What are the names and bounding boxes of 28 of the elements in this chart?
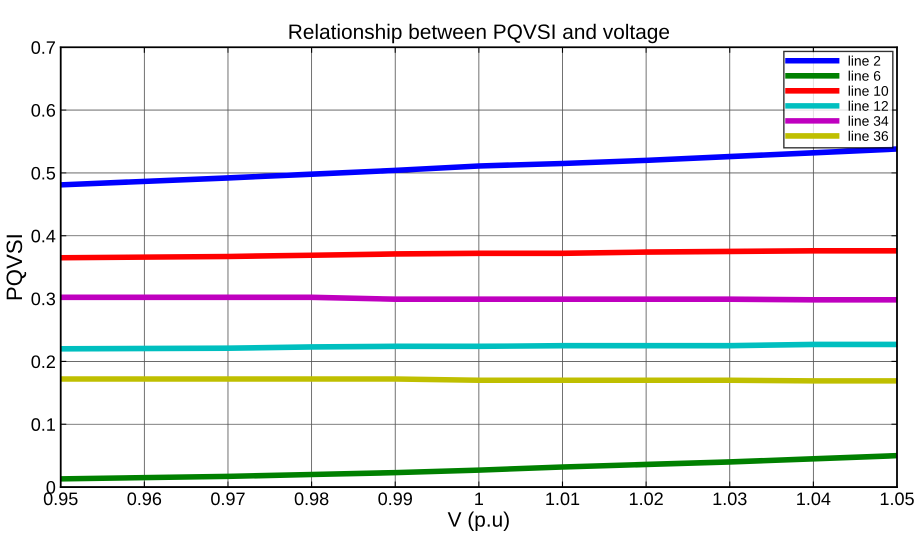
y-tick-label: 0.1 [31,418,55,431]
x-tick-label: 0.96 [127,492,162,506]
legend-label: line 6 [848,70,880,81]
legend-label: line 36 [848,130,888,141]
x-tick-label: 1.02 [630,492,663,506]
x-tick-label: 1 [475,492,483,506]
y-axis-title: PQVSI [6,235,26,300]
legend-label: line 12 [848,100,888,111]
legend-label: line 34 [848,116,888,126]
y-tick-label: 0 [46,481,56,494]
x-tick-label: 0.98 [294,492,328,506]
x-tick-label: 1.01 [546,492,580,506]
x-tick-label: 1.05 [880,492,914,506]
legend-label: line 2 [848,56,880,66]
x-tick-label: 1.04 [797,492,830,506]
x-tick-label: 0.99 [378,492,412,506]
chart-title: Relationship between PQVSI and voltage [289,24,670,44]
x-tick-label: 0.97 [211,492,245,506]
y-tick-label: 0.6 [31,104,56,117]
legend-label: line 10 [848,86,888,96]
x-tick-label: 1.03 [714,492,747,506]
x-tick-label: 0.95 [44,492,78,506]
y-tick-label: 0.7 [31,41,55,54]
y-tick-label: 0.2 [31,355,55,368]
y-tick-label: 0.4 [31,230,56,242]
x-axis-title: V (p.u) [448,512,509,531]
y-tick-label: 0.3 [31,292,56,306]
y-tick-label: 0.5 [31,166,56,180]
